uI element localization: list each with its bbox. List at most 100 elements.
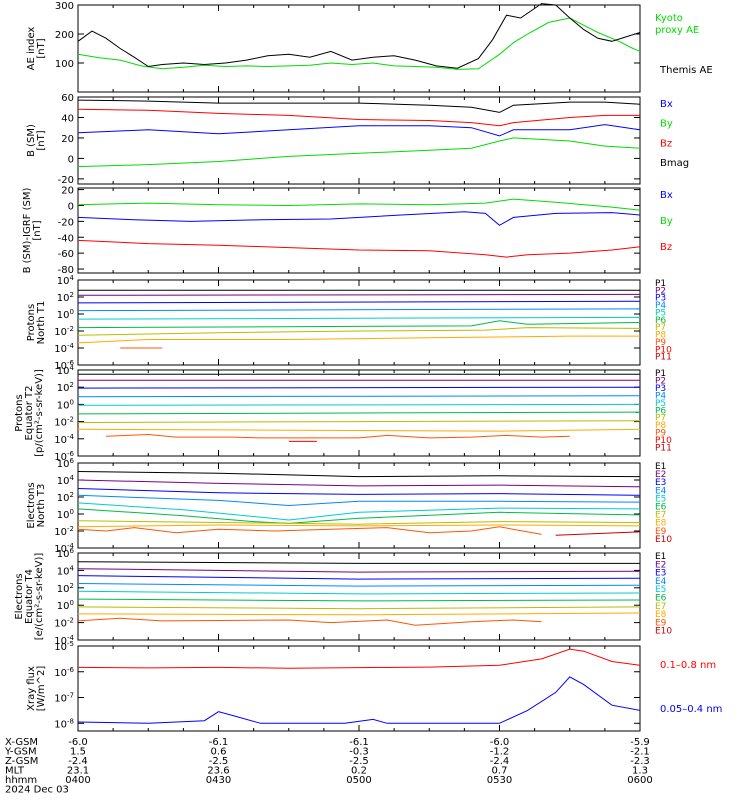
series-line-Bmag (77, 99, 641, 113)
x-row-value: 0430 (206, 775, 231, 786)
x-row-label: X-GSM (5, 737, 38, 748)
x-row-value: 1.3 (632, 766, 648, 777)
legend-entry-E4: E4 (655, 577, 667, 587)
legend-entry-E3: E3 (655, 569, 666, 579)
legend-entry-P2: P2 (655, 286, 666, 296)
legend-entry-P6: P6 (655, 406, 666, 416)
series-line-P2 (77, 293, 641, 296)
series-line-E1 (77, 471, 641, 478)
y-tick-label: 60 (61, 93, 74, 104)
y-axis-title: AE index (26, 27, 37, 71)
y-tick-label: 100 (57, 599, 74, 612)
y-tick-label: 10-6 (54, 666, 74, 679)
x-row-value: -2.1 (630, 747, 650, 758)
series-line-E5 (77, 502, 641, 521)
x-row-value: -2.4 (490, 756, 510, 767)
legend-entry-P10: P10 (655, 345, 672, 355)
legend-entry: 0.05–0.4 nm (660, 704, 722, 715)
y-tick-label: 100 (57, 508, 74, 521)
legend-entry-P8: P8 (655, 331, 666, 341)
legend-entry-E2: E2 (655, 470, 666, 480)
y-tick-label: 10-4 (54, 542, 74, 555)
x-row-value: -6.0 (68, 737, 88, 748)
legend-entry-E5: E5 (655, 494, 666, 504)
y-tick-label: -20 (58, 175, 74, 186)
x-row-value: -5.9 (630, 737, 650, 748)
x-row-label: MLT (5, 766, 25, 777)
y-tick-label: 40 (61, 113, 74, 124)
series-line-P7 (77, 420, 641, 423)
series-line-0.05–0.4 nm (77, 676, 641, 724)
legend-entry-P9: P9 (655, 338, 666, 348)
x-axis-table: X-GSM -6.0 -6.1 -6.1 -6.0 -5.9 Y-GSM 1.5 0.6 -0.3… (4, 737, 653, 796)
legend-entry-E7: E7 (655, 511, 666, 521)
y-axis-title: [nT] (36, 38, 47, 58)
y-tick-label: 300 (55, 1, 74, 12)
x-row-value: 0400 (65, 775, 90, 786)
legend-entry-P5: P5 (655, 399, 666, 409)
series-line-E3 (77, 488, 641, 496)
series-line-Bz (77, 239, 641, 258)
series-line-E4 (77, 494, 641, 507)
series-line-P8 (77, 428, 641, 432)
legend-entry-E4: E4 (655, 486, 667, 496)
y-axis-title: Electrons (26, 482, 37, 528)
panel-7: 106 104 102 100 10-2 10-4 Electrons Equator T4[… (14, 547, 672, 647)
y-tick-label: 10-4 (54, 634, 74, 647)
x-row-value: -2.5 (209, 756, 229, 767)
legend-entry-Bz: Bz (660, 138, 672, 149)
y-tick-label: 100 (57, 398, 74, 411)
panel-frame (77, 4, 641, 93)
series-line-E4 (77, 583, 641, 587)
y-axis-title: Xray flux (26, 666, 37, 711)
series-line-E1 (77, 561, 640, 564)
y-tick-label: -40 (58, 233, 74, 244)
y-tick-label: 104 (57, 364, 75, 377)
legend-entry-P3: P3 (655, 384, 666, 394)
series-line-E8 (77, 612, 641, 616)
x-row-value: -0.3 (349, 747, 369, 758)
legend-entry-E3: E3 (655, 478, 666, 488)
series-line-By (77, 198, 641, 211)
y-axis-title: North T1 (36, 301, 47, 345)
y-tick-label: 10-4 (54, 342, 74, 355)
x-row-value: -6.1 (209, 737, 229, 748)
y-tick-label: 106 (57, 547, 75, 560)
series-line-P5 (77, 316, 641, 320)
y-axis-title: B (SM) (26, 124, 37, 157)
series-line-P3 (77, 386, 641, 389)
series-line-Bx (77, 211, 641, 226)
x-row-label: hhmm (5, 775, 37, 786)
series-line-P4 (77, 395, 641, 398)
y-axis-title: [nT] (32, 220, 43, 240)
x-row-value: 0600 (627, 775, 652, 786)
x-row-value: 0.7 (492, 766, 508, 777)
series-line-P4 (77, 308, 641, 312)
legend-entry-E6: E6 (655, 594, 667, 604)
y-tick-label: 10-7 (54, 692, 74, 705)
y-axis-title: B (SM)-IGRF (SM) (22, 188, 33, 274)
legend-entry-P4: P4 (655, 301, 666, 311)
legend-entry-P3: P3 (655, 294, 666, 304)
legend-entry-E8: E8 (655, 610, 667, 620)
legend-entry-E8: E8 (655, 519, 667, 529)
x-row-value: 1.5 (70, 747, 86, 758)
series-line-P6 (77, 320, 641, 329)
y-axis-title: [nT] (36, 130, 47, 150)
y-tick-label: 100 (57, 308, 74, 321)
legend-entry-P9: P9 (655, 429, 666, 439)
series-line-E2 (77, 568, 641, 573)
legend-entry-By: By (660, 119, 673, 130)
x-row-value: -6.0 (490, 737, 510, 748)
x-row-value: 0.2 (351, 766, 367, 777)
y-tick-label: 106 (57, 457, 75, 470)
panel-3: 20 0 -20 -40 -60 -80 B (SM)-IGRF (SM) [nT] Bx By B… (22, 186, 673, 276)
x-row-value: 23.6 (207, 766, 229, 777)
series-line-By (77, 137, 641, 168)
y-axis-title: [W/m^2] (36, 666, 47, 712)
x-row-value: 23.1 (67, 766, 89, 777)
legend-entry-E5: E5 (655, 585, 666, 595)
series-line-E6 (77, 508, 641, 524)
